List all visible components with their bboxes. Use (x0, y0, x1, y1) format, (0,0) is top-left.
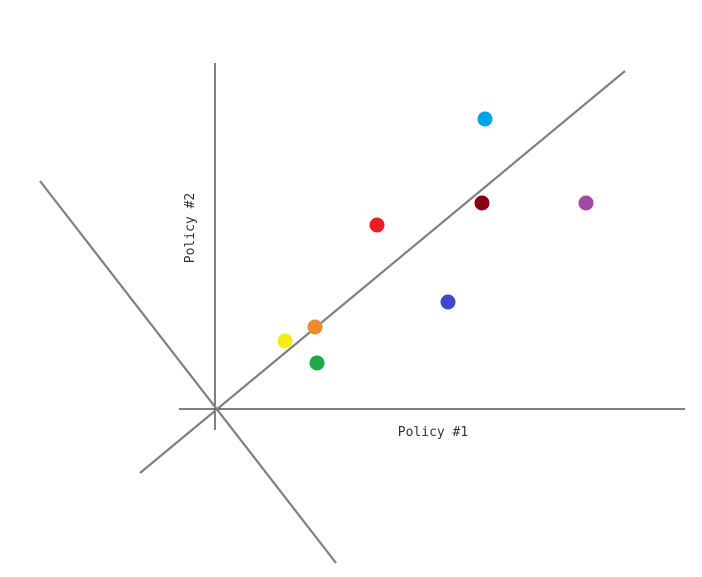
point-purple (578, 195, 594, 211)
x-axis-label: Policy #1 (398, 425, 468, 440)
point-green (309, 355, 325, 371)
point-dark-red (474, 195, 490, 211)
point-red (369, 217, 385, 233)
y-axis-label: Policy #2 (183, 193, 198, 263)
point-blue (440, 294, 456, 310)
point-yellow (277, 333, 293, 349)
data-points (277, 111, 594, 371)
point-orange (307, 319, 323, 335)
diagonal-line (139, 70, 626, 474)
point-light-blue (477, 111, 493, 127)
perpendicular-line (39, 180, 337, 564)
